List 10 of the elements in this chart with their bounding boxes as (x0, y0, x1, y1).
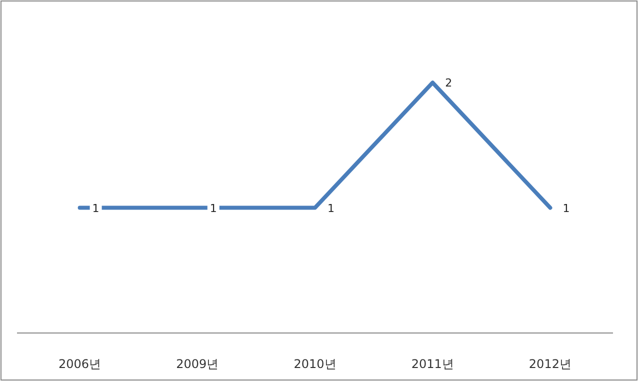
x-tick-label: 2012년 (528, 357, 572, 371)
x-tick-label: 2009년 (176, 357, 219, 371)
data-label: 2 (445, 76, 452, 90)
data-label: 1 (210, 202, 217, 215)
data-label: 1 (328, 202, 334, 215)
x-tick-label: 2011년 (411, 357, 454, 371)
data-label: 1 (562, 202, 570, 215)
x-tick-label: 2006년 (58, 357, 102, 371)
x-tick-label: 2010년 (294, 357, 336, 371)
data-label: 1 (92, 202, 100, 215)
